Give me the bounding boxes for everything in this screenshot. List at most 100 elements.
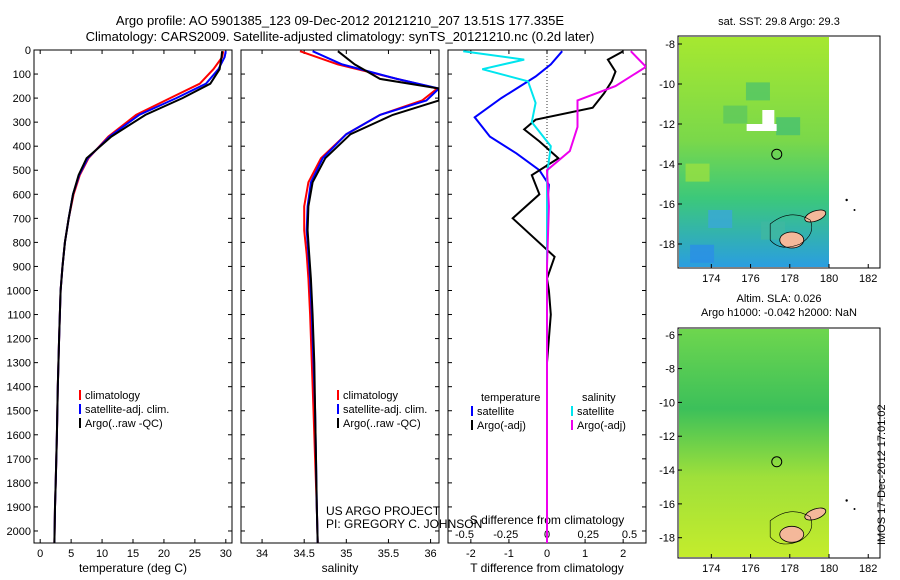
- map-cell: [745, 82, 770, 101]
- y-tick-label: -14: [659, 159, 675, 171]
- legend-label: satellite-adj. clim.: [85, 404, 169, 416]
- map-cell: [690, 244, 715, 263]
- y-tick-label: -18: [659, 533, 675, 545]
- map-subtitle: Argo h1000: -0.042 h2000: NaN: [701, 307, 857, 319]
- map-cell: [708, 210, 733, 228]
- x-tick-label: 15: [127, 548, 139, 560]
- map-cell: [776, 117, 801, 136]
- profile-panel-1: 0100200300400500600700800900100011001200…: [7, 45, 233, 575]
- map-field: [679, 329, 829, 557]
- map-cell: [685, 163, 710, 182]
- y-tick-label: 0: [25, 45, 31, 57]
- y-tick-label: 1900: [7, 502, 31, 514]
- y-tick-label: 1700: [7, 454, 31, 466]
- island-dot: [845, 499, 848, 502]
- x-tick-label: 174: [702, 563, 720, 575]
- island-dot: [853, 209, 856, 211]
- map-cell: [723, 105, 748, 124]
- figure-title-line-1: Argo profile: AO 5901385_123 09-Dec-2012…: [115, 13, 565, 28]
- x-tick-label: -2: [466, 548, 476, 560]
- series-line: [545, 50, 646, 543]
- island-viti-levu: [779, 525, 805, 543]
- missing-data-patch: [762, 110, 775, 126]
- y-tick-label: -18: [659, 239, 675, 251]
- legend-label: Argo(-adj): [477, 420, 526, 432]
- missing-data-patch: [746, 124, 777, 131]
- y-tick-label: -12: [659, 119, 675, 131]
- x-tick-label: 30: [220, 548, 232, 560]
- y-tick-label: 700: [13, 213, 31, 225]
- island-dot: [853, 507, 856, 510]
- legend-label: temperature: [481, 392, 540, 404]
- x-tick-label: 180: [820, 273, 838, 285]
- salinity-tick-label: 0.25: [578, 529, 599, 541]
- x-tick-label: 1: [582, 548, 588, 560]
- plot-frame: [240, 49, 440, 544]
- x-axis-label: salinity: [322, 561, 359, 575]
- x-tick-label: 180: [820, 563, 838, 575]
- series-group: [53, 51, 227, 543]
- project-note-line: US ARGO PROJECT: [326, 504, 441, 518]
- y-tick-label: -10: [659, 397, 675, 409]
- map-field: [679, 37, 829, 267]
- map-cell: [761, 221, 786, 240]
- y-tick-label: 1000: [7, 285, 31, 297]
- y-tick-label: 1600: [7, 430, 31, 442]
- x-tick-label: 0: [544, 548, 550, 560]
- legend-label: climatology: [85, 390, 141, 402]
- float-position-marker: [771, 148, 783, 160]
- y-tick-label: -12: [659, 431, 675, 443]
- x-tick-label: 5: [68, 548, 74, 560]
- float-position-marker: [771, 456, 783, 468]
- map-panel-1: 174 176 178 180 182 -8 -10 -12 -14 -16 -18 sat. SST…: [659, 16, 881, 285]
- x-tick-label: 34: [256, 548, 268, 560]
- map-panel-2: 174 176 178 180 182 -6 -8 -10 -12 -14 -16 -18 Altim.…: [659, 293, 881, 575]
- x-tick-label: 178: [781, 273, 799, 285]
- x-tick-label: 20: [158, 548, 170, 560]
- x-axis-label: temperature (deg C): [79, 561, 187, 575]
- series-line: [53, 51, 224, 543]
- x-tick-label: 0: [37, 548, 43, 560]
- x-tick-label: 176: [741, 273, 759, 285]
- x-tick-label: 182: [859, 273, 877, 285]
- y-tick-label: -16: [659, 199, 675, 211]
- legend-label: climatology: [343, 390, 399, 402]
- y-tick-label: 1200: [7, 334, 31, 346]
- series-group: [299, 50, 439, 543]
- legend-label: satellite-adj. clim.: [343, 404, 427, 416]
- y-tick-label: 1500: [7, 406, 31, 418]
- y-tick-label: 400: [13, 141, 31, 153]
- y-tick-label: -10: [659, 79, 675, 91]
- x-tick-label: 2: [620, 548, 626, 560]
- timestamp-stamp: IMOS 17-Dec-2012 17:01:02: [876, 404, 888, 545]
- island-viti-levu: [779, 231, 805, 249]
- y-tick-label: 100: [13, 69, 31, 81]
- y-tick-label: 600: [13, 189, 31, 201]
- legend-label: satellite: [577, 406, 614, 418]
- x-tick-label: 176: [741, 563, 759, 575]
- y-tick-label: 1400: [7, 382, 31, 394]
- y-tick-label: -8: [665, 364, 675, 376]
- y-tick-label: 900: [13, 261, 31, 273]
- y-tick-label: 2000: [7, 526, 31, 538]
- x-tick-label: 36: [424, 548, 436, 560]
- series-group: [463, 50, 646, 543]
- x-tick-label: 174: [702, 273, 720, 285]
- y-tick-label: 500: [13, 165, 31, 177]
- salinity-tick-label: -0.25: [493, 529, 518, 541]
- x-tick-label: 34.5: [293, 548, 314, 560]
- y-tick-label: -8: [665, 39, 675, 51]
- legend-label: satellite: [477, 406, 514, 418]
- y-tick-label: 1800: [7, 478, 31, 490]
- project-note-line: PI: GREGORY C. JOHNSON: [326, 517, 482, 531]
- legend-label: Argo(..raw -QC): [343, 418, 421, 430]
- x-tick-label: 35.5: [378, 548, 399, 560]
- figure-title-line-2: Climatology: CARS2009. Satellite-adjuste…: [85, 29, 595, 44]
- salinity-tick-label: 0.5: [622, 529, 637, 541]
- x-tick-label: 178: [781, 563, 799, 575]
- x-tick-label: 10: [96, 548, 108, 560]
- bathymetry-contour: [769, 214, 813, 248]
- series-line: [306, 50, 439, 543]
